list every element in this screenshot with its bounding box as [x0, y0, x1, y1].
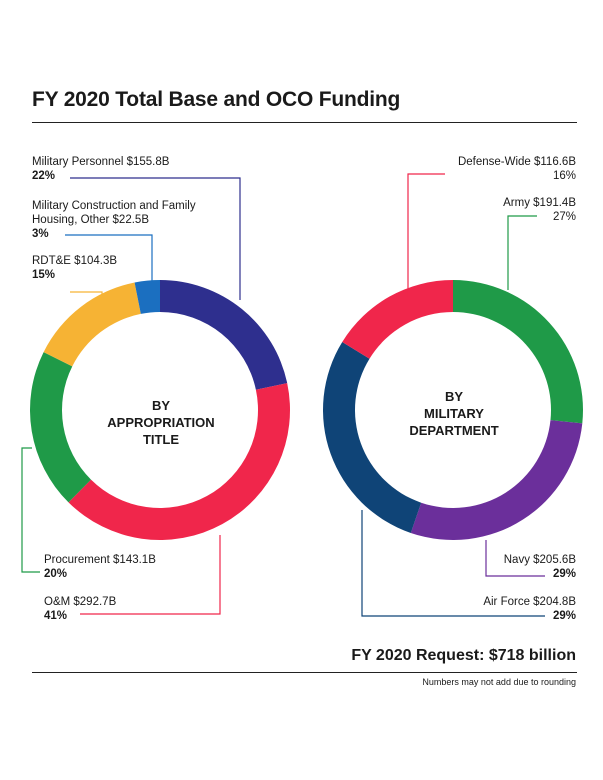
title-divider	[32, 122, 577, 123]
label-military-personnel: Military Personnel $155.8B 22%	[32, 155, 169, 183]
donut-slice-2	[29, 352, 92, 503]
footer-divider	[32, 672, 577, 673]
donut-slice-3	[342, 280, 453, 359]
slice-percent: 29%	[552, 568, 576, 580]
slice-label: Procurement $143.1B	[44, 554, 156, 566]
slice-label: Military Personnel $155.8B	[32, 156, 170, 168]
page-title: FY 2020 Total Base and OCO Funding	[32, 88, 401, 111]
center-line: TITLE	[142, 432, 180, 447]
slice-percent: 16%	[552, 170, 576, 182]
leader-procurement	[21, 447, 40, 573]
donut-slice-3	[43, 282, 141, 367]
label-rdte: RDT&E $104.3B 15%	[32, 254, 117, 282]
donut-slice-0	[453, 280, 583, 424]
label-army: Army $191.4B 27%	[503, 196, 576, 224]
slice-label: Defense-Wide $116.6B	[457, 156, 576, 168]
slice-label: RDT&E $104.3B	[32, 255, 118, 267]
leader-om	[80, 535, 221, 615]
slice-percent: 41%	[44, 610, 68, 622]
donut-slice-1	[410, 420, 583, 540]
slice-percent: 27%	[552, 211, 576, 223]
leader-milcon	[65, 234, 153, 282]
label-milcon: Military Construction and Family Housing…	[32, 199, 202, 241]
donut-appropriation	[29, 280, 291, 541]
leader-lines	[21, 173, 545, 617]
label-air-force: Air Force $204.8B 29%	[483, 595, 576, 623]
center-line: MILITARY	[424, 406, 484, 421]
slice-label: Military Construction and Family Housing…	[32, 200, 196, 226]
slice-percent: 15%	[32, 269, 56, 281]
rounding-note: Numbers may not add due to rounding	[422, 677, 576, 687]
center-line: BY	[444, 389, 464, 404]
slice-percent: 29%	[552, 610, 576, 622]
center-label-department: BY MILITARY DEPARTMENT	[379, 388, 529, 439]
center-line: APPROPRIATION	[107, 415, 215, 430]
slice-percent: 3%	[32, 228, 49, 240]
slice-label: Navy $205.6B	[503, 554, 576, 566]
slice-percent: 22%	[32, 170, 56, 182]
slice-percent: 20%	[44, 568, 68, 580]
label-navy: Navy $205.6B 29%	[504, 553, 576, 581]
donut-department	[323, 280, 583, 540]
slice-label: Army $191.4B	[503, 197, 576, 209]
donut-slice-4	[134, 280, 160, 314]
leader-defense-wide	[407, 173, 445, 298]
label-om: O&M $292.7B 41%	[44, 595, 116, 623]
label-procurement: Procurement $143.1B 20%	[44, 553, 156, 581]
donut-slice-0	[160, 280, 288, 390]
donut-slice-1	[68, 383, 291, 541]
leader-air-force	[361, 510, 545, 617]
center-line: DEPARTMENT	[409, 423, 499, 438]
leader-military-personnel	[70, 177, 241, 300]
center-label-appropriation: BY APPROPRIATION TITLE	[86, 397, 236, 448]
center-line: BY	[151, 398, 171, 413]
donut-slice-2	[323, 341, 422, 533]
slice-label: Air Force $204.8B	[483, 596, 576, 608]
leader-navy	[485, 540, 545, 577]
request-total: FY 2020 Request: $718 billion	[351, 647, 576, 664]
label-defense-wide: Defense-Wide $116.6B 16%	[458, 155, 576, 183]
leader-army	[507, 215, 537, 290]
slice-label: O&M $292.7B	[44, 596, 117, 608]
leader-rdte	[70, 291, 103, 300]
